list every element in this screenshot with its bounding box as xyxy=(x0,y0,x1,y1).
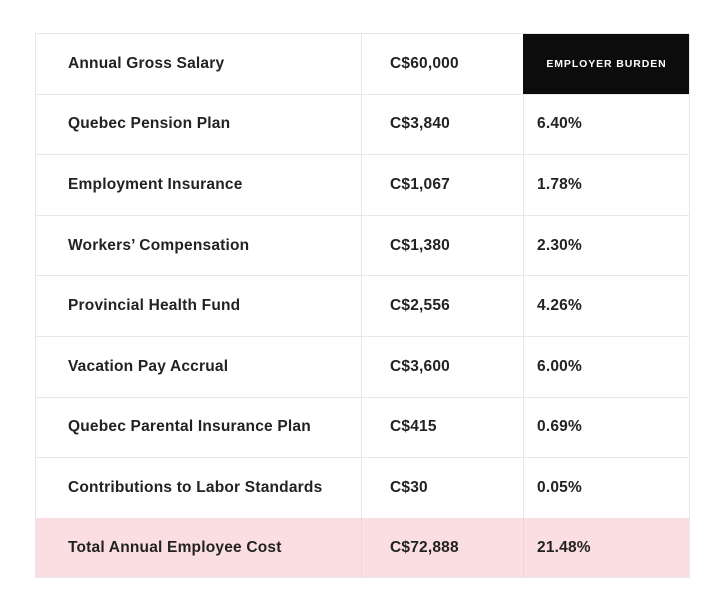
row-burden-cell: 0.69% xyxy=(523,397,689,458)
row-amount-cell: C$1,067 xyxy=(361,155,523,215)
table-row: Quebec Pension Plan C$3,840 6.40% xyxy=(36,93,689,155)
row-burden-cell: 6.40% xyxy=(523,94,689,155)
row-label-cell: Contributions to Labor Standards xyxy=(68,478,323,496)
row-amount-cell: C$3,840 xyxy=(361,94,523,155)
table-body: Quebec Pension Plan C$3,840 6.40% Employmen… xyxy=(36,93,689,518)
total-amount-cell: C$72,888 xyxy=(361,517,523,578)
total-label-cell: Total Annual Employee Cost xyxy=(36,517,361,578)
total-burden-cell: 21.48% xyxy=(523,517,689,578)
row-label-cell: Workers’ Compensation xyxy=(68,236,250,254)
total-row: Total Annual Employee Cost C$72,888 21.4… xyxy=(36,517,689,578)
row-burden-cell: 1.78% xyxy=(523,155,689,215)
row-burden-cell: 6.00% xyxy=(523,336,689,397)
row-label-cell: Employment Insurance xyxy=(68,175,243,193)
employer-cost-table: Annual Gross Salary C$60,000 EMPLOYER BU… xyxy=(35,33,690,579)
row-amount-cell: C$1,380 xyxy=(361,215,523,276)
table-row: Employment Insurance C$1,067 1.78% xyxy=(36,154,689,215)
row-label-cell: Vacation Pay Accrual xyxy=(68,357,229,375)
row-label-cell: Quebec Parental Insurance Plan xyxy=(68,418,311,436)
employer-burden-header-cell: EMPLOYER BURDEN xyxy=(523,34,689,94)
row-burden-cell: 4.26% xyxy=(523,276,689,336)
salary-label-cell: Annual Gross Salary xyxy=(68,54,225,72)
table-header-row: Annual Gross Salary C$60,000 EMPLOYER BU… xyxy=(36,34,689,94)
row-amount-cell: C$3,600 xyxy=(361,336,523,397)
row-burden-cell: 0.05% xyxy=(523,458,689,518)
table-row: Workers’ Compensation C$1,380 2.30% xyxy=(36,214,689,276)
table-row: Provincial Health Fund C$2,556 4.26% xyxy=(36,275,689,336)
salary-amount-cell: C$60,000 xyxy=(361,34,523,94)
row-amount-cell: C$415 xyxy=(361,397,523,458)
row-amount-cell: C$2,556 xyxy=(361,276,523,336)
table-row: Vacation Pay Accrual C$3,600 6.00% xyxy=(36,335,689,397)
row-label-cell: Provincial Health Fund xyxy=(68,297,241,315)
row-amount-cell: C$30 xyxy=(361,458,523,518)
row-label-cell: Quebec Pension Plan xyxy=(68,115,231,133)
table-row: Contributions to Labor Standards C$30 0.05… xyxy=(36,457,689,518)
row-burden-cell: 2.30% xyxy=(523,215,689,276)
table-row: Quebec Parental Insurance Plan C$415 0.69% xyxy=(36,396,689,458)
